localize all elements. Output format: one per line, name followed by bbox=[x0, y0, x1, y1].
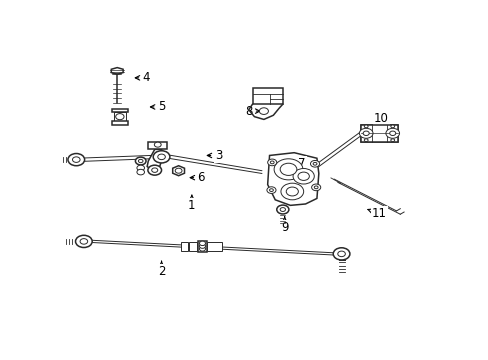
Circle shape bbox=[274, 159, 302, 180]
Circle shape bbox=[259, 108, 268, 114]
Polygon shape bbox=[172, 166, 184, 176]
Circle shape bbox=[280, 183, 303, 200]
Circle shape bbox=[311, 184, 320, 191]
Polygon shape bbox=[147, 149, 161, 169]
Bar bbox=[252, 87, 282, 104]
Circle shape bbox=[137, 169, 144, 175]
Bar bbox=[206, 242, 222, 251]
Circle shape bbox=[72, 157, 80, 162]
Circle shape bbox=[312, 162, 316, 165]
Text: 1: 1 bbox=[188, 195, 195, 212]
Circle shape bbox=[276, 205, 288, 214]
Text: 6: 6 bbox=[190, 171, 204, 184]
Circle shape bbox=[310, 161, 319, 167]
Bar bbox=[189, 242, 196, 251]
Circle shape bbox=[270, 161, 274, 164]
Circle shape bbox=[269, 189, 273, 192]
Bar bbox=[111, 121, 128, 125]
Bar bbox=[148, 142, 167, 149]
Bar bbox=[360, 125, 398, 141]
Circle shape bbox=[385, 128, 399, 138]
Circle shape bbox=[297, 172, 309, 180]
Text: 7: 7 bbox=[293, 157, 305, 170]
Circle shape bbox=[116, 114, 124, 120]
Polygon shape bbox=[267, 153, 318, 205]
Circle shape bbox=[359, 128, 372, 138]
Text: 3: 3 bbox=[207, 149, 222, 162]
Circle shape bbox=[137, 165, 144, 171]
Text: 8: 8 bbox=[244, 105, 259, 118]
Bar bbox=[111, 109, 128, 112]
Text: 5: 5 bbox=[150, 100, 165, 113]
Circle shape bbox=[390, 139, 394, 141]
Circle shape bbox=[280, 163, 296, 175]
Circle shape bbox=[199, 244, 205, 248]
Circle shape bbox=[337, 251, 345, 257]
Circle shape bbox=[266, 187, 275, 193]
Text: 4: 4 bbox=[135, 71, 150, 84]
Bar bbox=[150, 143, 165, 148]
Circle shape bbox=[68, 153, 84, 166]
Circle shape bbox=[175, 168, 182, 173]
Text: 11: 11 bbox=[367, 207, 386, 220]
Circle shape bbox=[280, 208, 285, 211]
Polygon shape bbox=[111, 68, 123, 74]
Bar bbox=[180, 242, 188, 251]
Text: 10: 10 bbox=[373, 112, 388, 129]
Circle shape bbox=[390, 125, 394, 128]
Circle shape bbox=[314, 186, 317, 189]
Circle shape bbox=[154, 142, 161, 147]
Circle shape bbox=[389, 131, 395, 135]
Text: 9: 9 bbox=[281, 217, 288, 234]
Circle shape bbox=[151, 168, 158, 172]
Circle shape bbox=[199, 247, 205, 251]
Circle shape bbox=[158, 154, 165, 159]
Bar bbox=[114, 112, 126, 121]
Circle shape bbox=[138, 159, 142, 163]
Circle shape bbox=[364, 125, 367, 128]
Circle shape bbox=[267, 159, 276, 166]
Circle shape bbox=[75, 235, 92, 247]
Circle shape bbox=[135, 157, 146, 165]
Bar bbox=[360, 125, 398, 141]
Circle shape bbox=[199, 241, 205, 246]
Circle shape bbox=[364, 139, 367, 141]
Circle shape bbox=[285, 187, 298, 196]
Circle shape bbox=[292, 168, 314, 184]
Bar bbox=[198, 240, 206, 252]
Text: 2: 2 bbox=[158, 261, 165, 278]
Circle shape bbox=[153, 151, 169, 163]
Circle shape bbox=[332, 248, 349, 260]
Circle shape bbox=[363, 131, 368, 135]
Circle shape bbox=[80, 239, 87, 244]
Circle shape bbox=[147, 165, 161, 175]
